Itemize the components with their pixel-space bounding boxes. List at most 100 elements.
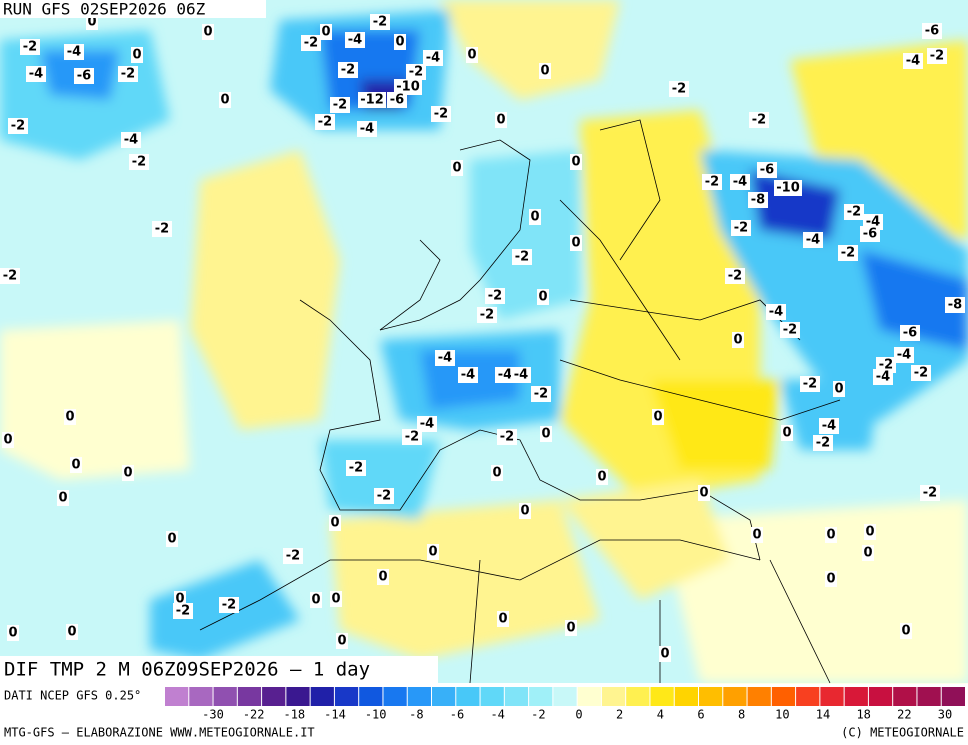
contour-label-box [394, 79, 422, 95]
contour-label-box [129, 154, 149, 170]
contour-label: 0 [67, 625, 76, 640]
contour-label-box [491, 465, 503, 481]
contour-label-box [751, 527, 763, 543]
contour-label: 0 [378, 570, 387, 585]
contour-label: 0 [530, 210, 539, 225]
colorbar-box [747, 687, 771, 706]
contour-label-box [800, 376, 820, 392]
footer-right: (C) METEOGIORNALE [841, 726, 964, 740]
contour-label: -2 [500, 430, 514, 445]
contour-label-box [529, 209, 541, 225]
contour-label: -2 [434, 107, 448, 122]
contour-label: 0 [337, 634, 346, 649]
colorbar-box [407, 687, 431, 706]
contour-label: -2 [783, 323, 797, 338]
colorbar-tick-label: 4 [657, 708, 664, 722]
contour-label-box [781, 425, 793, 441]
contour-label: -4 [67, 45, 81, 60]
contour-label: -4 [514, 368, 528, 383]
colorbar-tick-label: -8 [409, 708, 423, 722]
contour-label: -2 [11, 119, 25, 134]
contour-label-box [336, 633, 348, 649]
contour-label-box [748, 192, 768, 208]
colorbar-box [213, 687, 237, 706]
contour-label: 0 [492, 466, 501, 481]
contour-label: 0 [321, 25, 330, 40]
contour-label-box [497, 429, 517, 445]
colorbar-box [868, 687, 893, 706]
contour-label-box [202, 24, 214, 40]
contour-label-box [540, 426, 552, 442]
contour-label: -4 [769, 305, 783, 320]
contour-label: -4 [822, 419, 836, 434]
colorbar-tick-label: -2 [531, 708, 545, 722]
contour-label: -2 [222, 598, 236, 613]
contour-label-box [659, 646, 671, 662]
contour-label: -10 [776, 181, 800, 196]
contour-label-box [374, 488, 394, 504]
contour-label: 0 [782, 426, 791, 441]
colorbar-box [310, 687, 334, 706]
contour-label: 0 [597, 470, 606, 485]
contour-label-box [8, 118, 28, 134]
contour-label: 0 [203, 25, 212, 40]
contour-label-box [387, 92, 407, 108]
colorbar-box [359, 687, 383, 706]
colorbar-tick-label: -6 [450, 708, 464, 722]
contour-label-box [121, 132, 141, 148]
contour-label: 0 [132, 48, 141, 63]
contour-label-box [922, 23, 942, 39]
contour-label: -2 [488, 289, 502, 304]
colorbar-tick-label: -4 [490, 708, 504, 722]
contour-label-box [370, 14, 390, 30]
contour-label: 0 [566, 621, 575, 636]
contour-label-box [7, 625, 19, 641]
map-title: DIF TMP 2 M 06Z09SEP2026 — 1 day [4, 659, 370, 681]
contour-label: -2 [132, 155, 146, 170]
colorbar-tick-label: 30 [938, 708, 952, 722]
contour-label-box [894, 347, 914, 363]
colorbar-box [577, 687, 601, 706]
contour-label-box [118, 66, 138, 82]
contour-label-box [732, 332, 744, 348]
run-label: RUN GFS 02SEP2026 06Z [3, 0, 206, 19]
contour-label-box [702, 174, 722, 190]
contour-label: 0 [540, 64, 549, 79]
contour-label: -2 [333, 98, 347, 113]
contour-label: 0 [826, 572, 835, 587]
contour-label-box [537, 289, 549, 305]
contour-label-box [539, 63, 551, 79]
contour-label: -2 [672, 82, 686, 97]
contour-label: 0 [331, 592, 340, 607]
contour-label-box [652, 409, 664, 425]
contour-label: 0 [863, 546, 872, 561]
contour-label-box [873, 369, 893, 385]
colorbar-tick-label: 0 [575, 708, 582, 722]
colorbar-box [650, 687, 674, 706]
colorbar-box [820, 687, 844, 706]
contour-label-box [920, 485, 940, 501]
contour-label-box [565, 620, 577, 636]
contour-label-box [833, 381, 845, 397]
colorbar-box [893, 687, 917, 706]
contour-label: -2 [121, 67, 135, 82]
contour-label-box [451, 160, 463, 176]
contour-label: -4 [461, 368, 475, 383]
contour-label-box [166, 531, 178, 547]
contour-label-box [497, 611, 509, 627]
contour-label: -2 [480, 308, 494, 323]
contour-label: -2 [3, 269, 17, 284]
contour-label-box [669, 81, 689, 97]
contour-label-box [780, 322, 800, 338]
contour-label: -4 [498, 368, 512, 383]
contour-label: 0 [175, 592, 184, 607]
contour-label-box [64, 44, 84, 60]
contour-label: 0 [467, 48, 476, 63]
contour-label-box [495, 367, 515, 383]
contour-label-box [427, 544, 439, 560]
contour-label-box [70, 457, 82, 473]
contour-label-box [512, 249, 532, 265]
colorbar-box [626, 687, 650, 706]
contour-label-box [315, 114, 335, 130]
colorbar-box [723, 687, 747, 706]
